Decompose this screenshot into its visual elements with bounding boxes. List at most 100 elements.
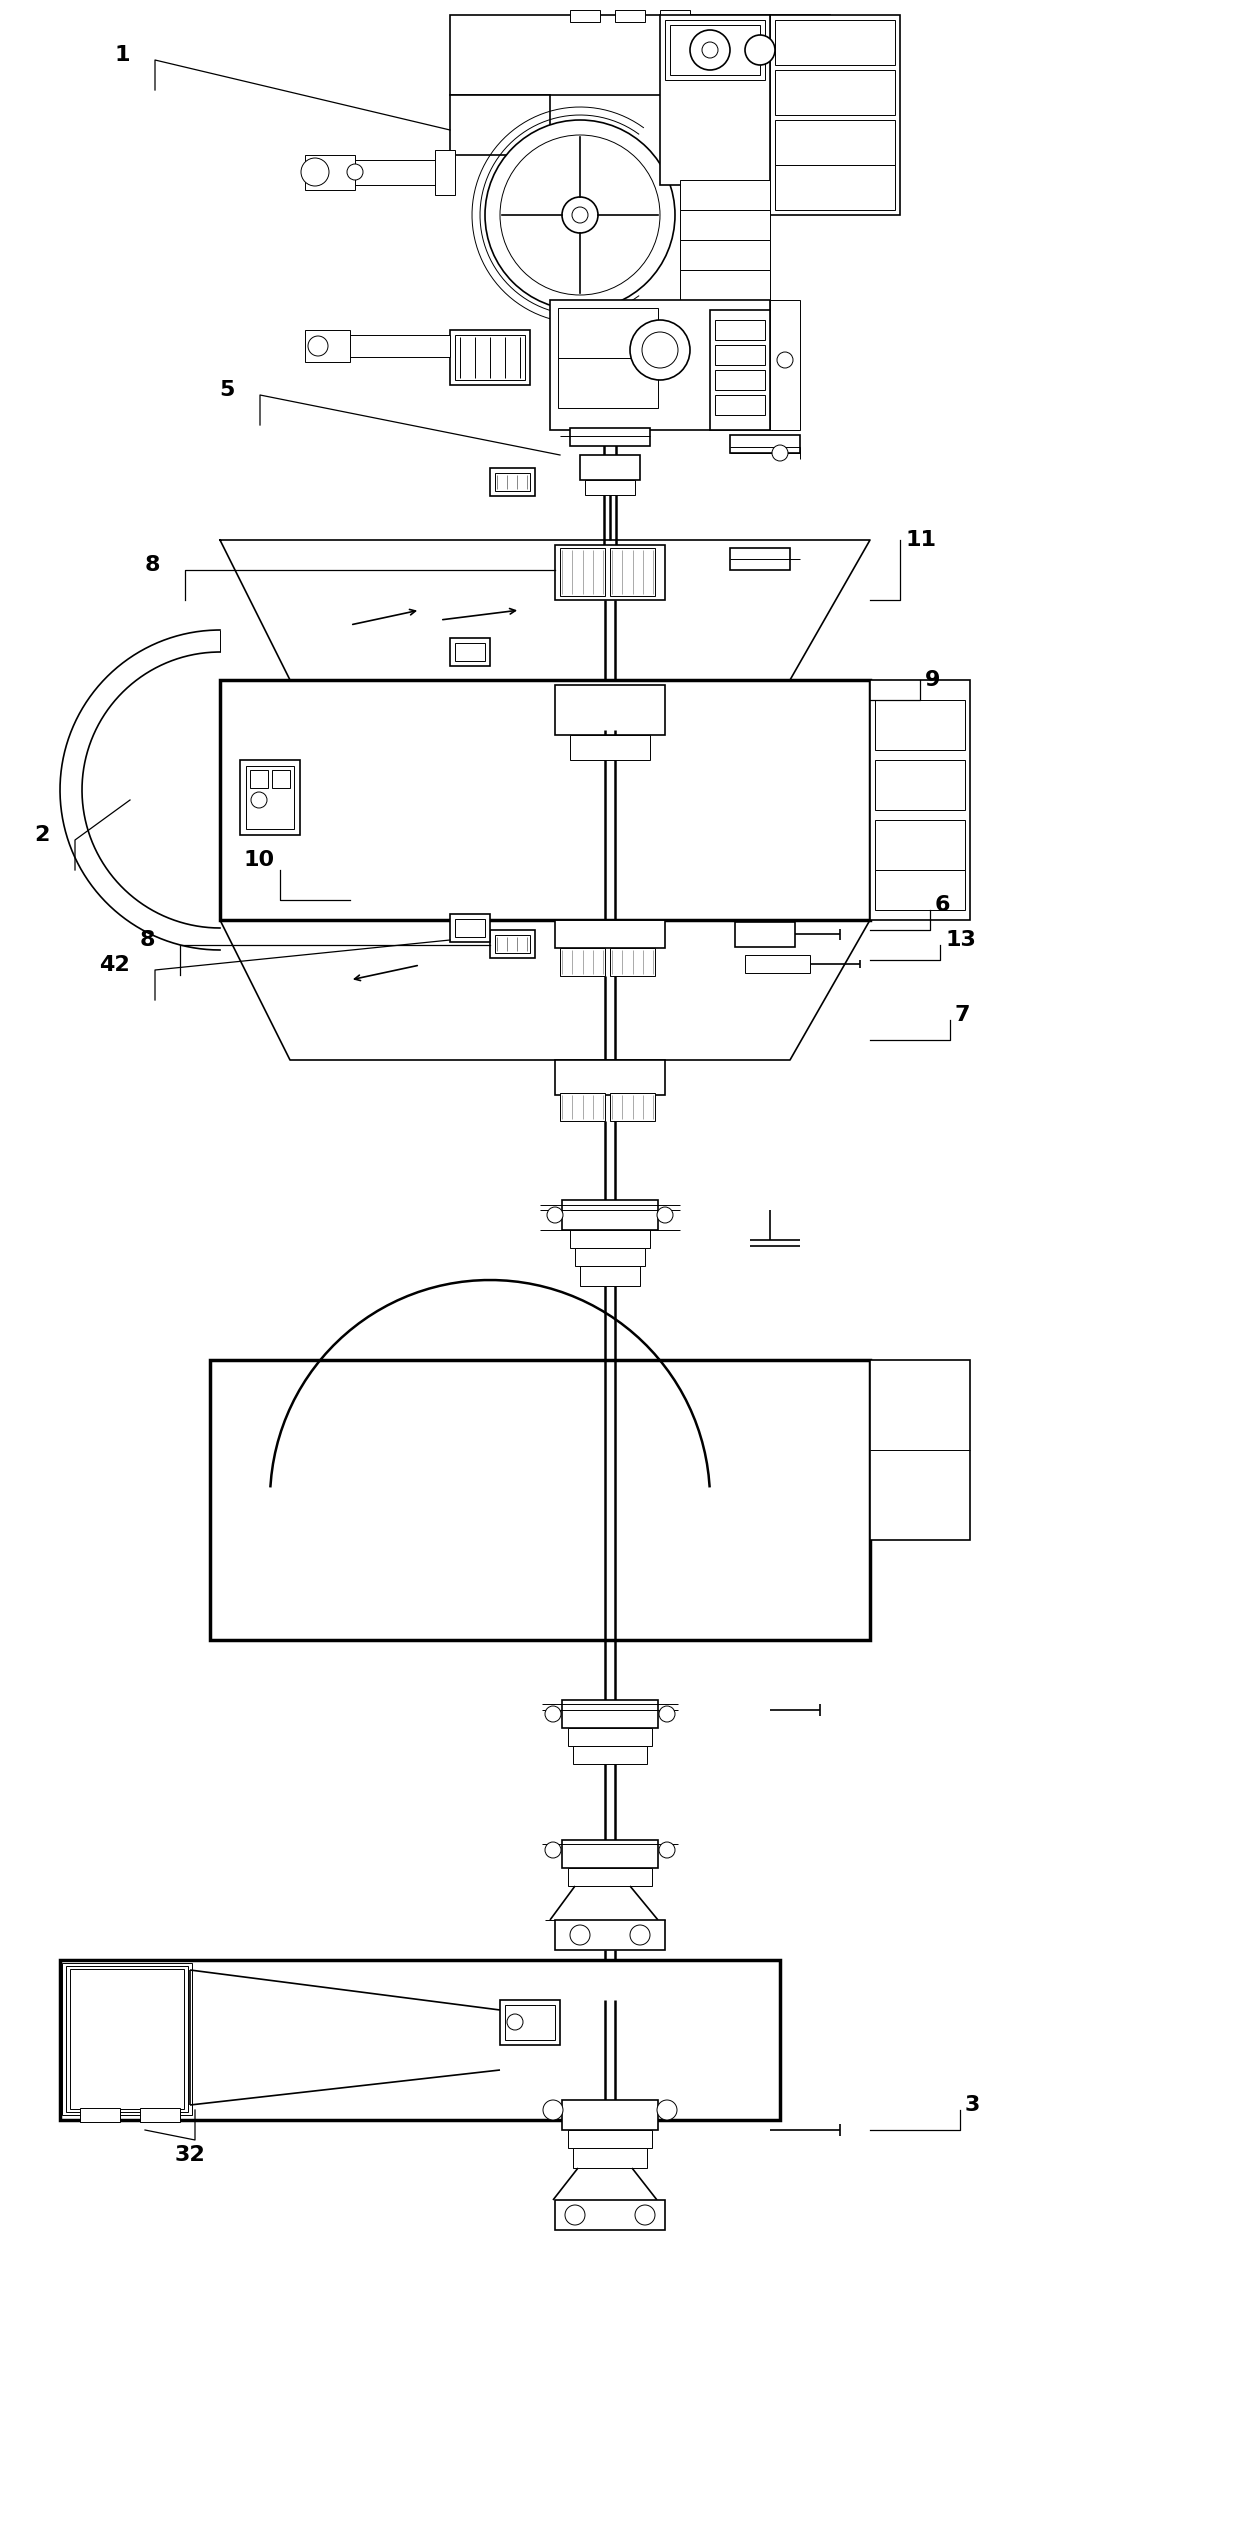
Circle shape [572, 206, 588, 224]
Circle shape [630, 321, 689, 379]
Text: 2: 2 [35, 824, 50, 845]
Circle shape [543, 2099, 563, 2119]
Bar [560, 547, 605, 595]
Bar [272, 771, 290, 789]
Circle shape [777, 351, 794, 369]
Circle shape [570, 1926, 590, 1946]
Bar [556, 1061, 665, 1094]
Bar [450, 639, 490, 667]
Bar [730, 435, 800, 453]
Bar [551, 300, 770, 430]
Text: 10: 10 [244, 850, 275, 870]
Bar [66, 1967, 188, 2112]
Bar [560, 949, 605, 977]
Text: 3: 3 [965, 2096, 981, 2114]
Bar [500, 2000, 560, 2045]
Bar [455, 336, 525, 379]
Bar [775, 20, 895, 66]
Bar [562, 1201, 658, 1229]
Bar [610, 949, 655, 977]
Bar [556, 1921, 665, 1951]
Bar [775, 120, 895, 165]
Bar [455, 918, 485, 936]
Circle shape [507, 2015, 523, 2030]
Circle shape [301, 158, 329, 186]
Bar [250, 771, 268, 789]
Bar [140, 2109, 180, 2122]
Circle shape [657, 1206, 673, 1224]
Text: 9: 9 [925, 669, 940, 689]
Bar [875, 761, 965, 809]
Circle shape [689, 31, 730, 71]
Text: 7: 7 [955, 1005, 971, 1025]
Bar [81, 2109, 120, 2122]
Bar [69, 1969, 184, 2109]
Bar [573, 2147, 647, 2167]
Bar [875, 870, 965, 911]
Bar [745, 954, 810, 972]
Bar [711, 310, 770, 430]
Circle shape [546, 1707, 560, 1722]
Bar [219, 679, 870, 921]
Text: 1: 1 [114, 46, 130, 66]
Bar [60, 1959, 780, 2119]
Bar [241, 761, 300, 834]
Bar [495, 936, 529, 954]
Text: 13: 13 [945, 931, 976, 949]
Bar [570, 10, 600, 23]
Bar [568, 1727, 652, 1745]
Circle shape [308, 336, 329, 356]
Bar [246, 766, 294, 829]
Bar [310, 336, 450, 356]
Bar [505, 2005, 556, 2040]
Text: 11: 11 [905, 529, 936, 550]
Bar [570, 735, 650, 761]
Bar [450, 15, 830, 94]
Text: 8: 8 [145, 555, 160, 575]
Text: 42: 42 [99, 954, 130, 974]
Bar [558, 359, 658, 407]
Bar [735, 921, 795, 946]
Circle shape [635, 2206, 655, 2226]
Bar [556, 544, 665, 600]
Bar [450, 331, 529, 384]
Bar [870, 1361, 970, 1539]
Bar [310, 160, 450, 186]
Bar [67, 1969, 187, 2109]
Bar [610, 1094, 655, 1122]
Bar [435, 150, 455, 196]
Bar [305, 155, 355, 191]
Bar [450, 913, 490, 941]
Bar [670, 25, 760, 74]
Text: 32: 32 [175, 2145, 206, 2165]
Circle shape [658, 1842, 675, 1857]
Bar [560, 1094, 605, 1122]
Bar [715, 321, 765, 341]
Circle shape [642, 333, 678, 369]
Bar [490, 931, 534, 959]
Text: 6: 6 [935, 895, 951, 916]
Bar [580, 1267, 640, 1287]
Bar [660, 15, 770, 186]
Bar [62, 1964, 192, 2114]
Bar [580, 455, 640, 481]
Circle shape [658, 1707, 675, 1722]
Bar [715, 346, 765, 364]
Circle shape [565, 2206, 585, 2226]
Bar [562, 1839, 658, 1867]
Circle shape [745, 36, 775, 66]
Bar [568, 1867, 652, 1885]
Bar [680, 239, 770, 270]
Circle shape [500, 135, 660, 295]
Bar [556, 684, 665, 735]
Bar [660, 10, 689, 23]
Bar [562, 2099, 658, 2129]
Circle shape [347, 163, 363, 181]
Bar [770, 300, 800, 430]
Bar [495, 473, 529, 491]
Bar [715, 369, 765, 389]
Circle shape [547, 1206, 563, 1224]
Bar [775, 71, 895, 114]
Circle shape [485, 120, 675, 310]
Text: 8: 8 [139, 931, 155, 949]
